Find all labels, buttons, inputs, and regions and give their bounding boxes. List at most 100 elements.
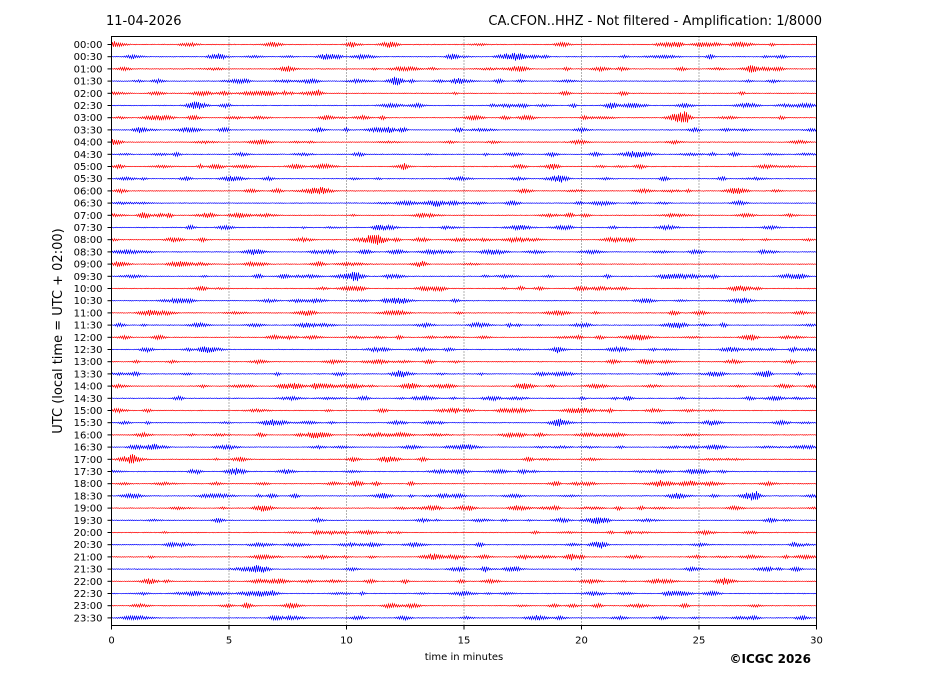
x-tick-labels: 0 5 10 15 20 25 30 — [108, 625, 823, 647]
trace-line — [111, 418, 817, 427]
chart-title: CA.CFON..HHZ - Not filtered - Amplificat… — [488, 14, 822, 29]
trace-line — [111, 333, 817, 341]
trace-line — [111, 234, 817, 245]
trace-line — [111, 407, 817, 415]
y-tick-label: 23:30 — [74, 613, 103, 624]
trace-line — [111, 529, 817, 536]
y-tick-label: 13:00 — [74, 357, 103, 368]
x-tick-label: 30 — [810, 636, 823, 647]
y-tick-label: 19:30 — [74, 516, 103, 527]
y-tick-label: 21:30 — [74, 565, 103, 576]
trace-line — [111, 467, 817, 476]
y-tick-label: 18:00 — [74, 479, 103, 490]
y-tick-label: 00:00 — [74, 40, 103, 51]
trace-line — [111, 431, 817, 439]
trace-line — [111, 65, 817, 73]
trace-line — [111, 504, 817, 512]
y-tick-label: 01:30 — [74, 77, 103, 88]
y-tick-label: 07:30 — [74, 223, 103, 234]
y-tick-label: 23:00 — [74, 601, 103, 612]
x-tick-label: 20 — [575, 636, 588, 647]
y-tick-label: 02:30 — [74, 101, 103, 112]
trace-line — [111, 382, 817, 390]
trace-line — [111, 126, 817, 134]
y-tick-label: 16:30 — [74, 443, 103, 454]
trace-line — [111, 490, 817, 501]
y-tick-label: 03:00 — [74, 113, 103, 124]
trace-line — [111, 590, 817, 597]
y-tick-label: 06:30 — [74, 199, 103, 210]
y-tick-label: 20:00 — [74, 528, 103, 539]
trace-line — [111, 271, 817, 282]
y-tick-label: 13:30 — [74, 369, 103, 380]
y-tick-label: 22:30 — [74, 589, 103, 600]
trace-line — [111, 370, 817, 378]
trace-line — [111, 480, 817, 488]
y-tick-label: 01:00 — [74, 64, 103, 75]
y-tick-label: 08:30 — [74, 247, 103, 258]
trace-line — [111, 394, 817, 402]
trace-line — [111, 541, 817, 549]
trace-line — [111, 111, 817, 123]
trace-line — [111, 89, 817, 97]
y-tick-label: 15:30 — [74, 418, 103, 429]
y-tick-label: 04:00 — [74, 138, 103, 149]
x-tick-label: 25 — [693, 636, 706, 647]
y-tick-label: 05:30 — [74, 174, 103, 185]
y-axis-label: UTC (local time = UTC + 02:00) — [51, 228, 66, 433]
trace-line — [111, 297, 817, 305]
y-tick-label: 07:00 — [74, 211, 103, 222]
y-tick-label: 17:30 — [74, 467, 103, 478]
trace-line — [111, 101, 817, 110]
trace-line — [111, 162, 817, 171]
y-tick-label: 02:00 — [74, 89, 103, 100]
x-tick-label: 10 — [340, 636, 353, 647]
y-tick-label: 05:00 — [74, 162, 103, 173]
trace-line — [111, 175, 817, 183]
trace-line — [111, 358, 817, 366]
trace-line — [111, 345, 817, 354]
y-tick-label: 22:00 — [74, 577, 103, 588]
y-tick-label: 14:00 — [74, 382, 103, 393]
y-tick-label: 09:30 — [74, 272, 103, 283]
y-tick-label: 12:00 — [74, 333, 103, 344]
y-tick-label: 17:00 — [74, 455, 103, 466]
y-tick-label: 15:00 — [74, 406, 103, 417]
y-tick-label: 11:30 — [74, 321, 103, 332]
trace-line — [111, 309, 817, 317]
trace-line — [111, 443, 817, 451]
y-tick-label: 18:30 — [74, 491, 103, 502]
trace-line — [111, 138, 817, 146]
trace-line — [111, 150, 817, 158]
trace-line — [111, 454, 817, 464]
y-tick-label: 06:00 — [74, 186, 103, 197]
trace-line — [111, 41, 817, 48]
trace-group — [111, 41, 817, 622]
date-label: 11-04-2026 — [106, 14, 182, 29]
trace-line — [111, 199, 817, 207]
y-tick-label: 20:30 — [74, 540, 103, 551]
y-tick-label: 21:00 — [74, 552, 103, 563]
y-tick-label: 16:00 — [74, 430, 103, 441]
y-tick-label: 03:30 — [74, 125, 103, 136]
x-tick-label: 0 — [108, 636, 114, 647]
trace-line — [111, 614, 817, 622]
y-tick-label: 09:00 — [74, 260, 103, 271]
trace-line — [111, 516, 817, 525]
y-tick-label: 14:30 — [74, 394, 103, 405]
trace-line — [111, 223, 817, 232]
y-tick-label: 00:30 — [74, 52, 103, 63]
trace-line — [111, 602, 817, 610]
y-tick-label: 12:30 — [74, 345, 103, 356]
trace-line — [111, 321, 817, 329]
trace-line — [111, 565, 817, 573]
y-tick-label: 08:00 — [74, 235, 103, 246]
trace-line — [111, 248, 817, 256]
x-axis-label: time in minutes — [425, 652, 504, 663]
y-tick-label: 19:00 — [74, 504, 103, 515]
trace-line — [111, 52, 817, 61]
trace-line — [111, 186, 817, 195]
y-tick-label: 04:30 — [74, 150, 103, 161]
vertical-gridlines — [228, 36, 700, 626]
